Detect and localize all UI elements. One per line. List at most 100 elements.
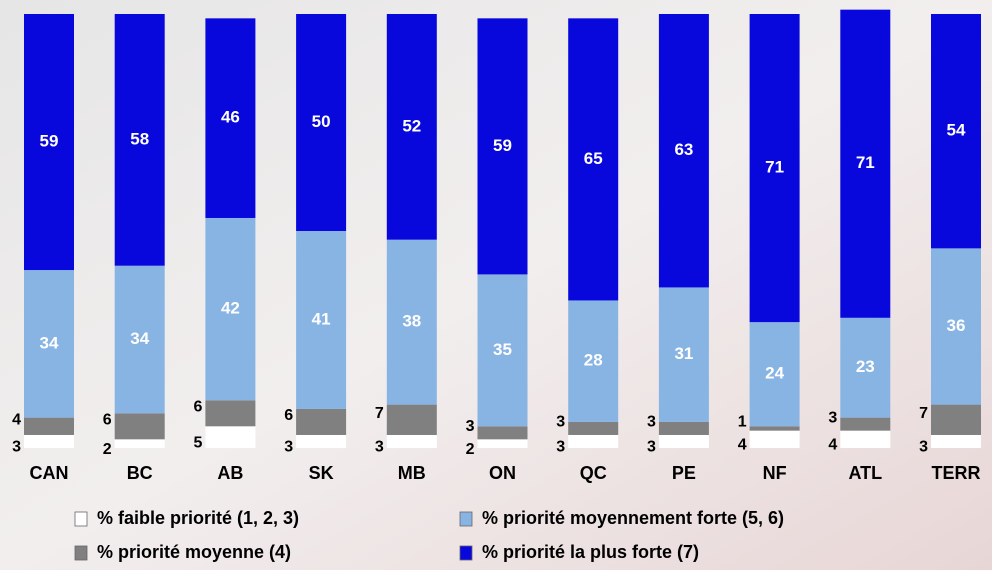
bar-segment	[386, 434, 437, 448]
bar-segment	[658, 287, 709, 422]
data-label: 38	[402, 312, 421, 331]
data-label: 3	[828, 409, 837, 426]
legend-marker	[459, 511, 473, 527]
bar-segment	[24, 434, 74, 448]
bar-segment	[931, 404, 981, 435]
bar-segment	[205, 426, 256, 448]
data-label: 41	[312, 309, 331, 328]
data-label: 3	[284, 439, 293, 456]
legend: % faible priorité (1, 2, 3) % priorité mo…	[74, 508, 784, 562]
bar-segment	[477, 426, 528, 440]
data-label: 5	[193, 434, 202, 451]
bar-segment	[749, 14, 800, 323]
data-label: 24	[765, 364, 784, 383]
x-tick-label: BC	[127, 463, 153, 483]
bar-segment	[114, 439, 165, 448]
bar-segment	[568, 18, 619, 301]
bar-segment	[568, 300, 619, 422]
data-label: 28	[584, 351, 603, 370]
data-label: 4	[12, 412, 21, 429]
bar-segment	[658, 421, 709, 435]
x-tick-label: ATL	[848, 463, 882, 483]
x-tick-label: QC	[580, 463, 607, 483]
data-label: 7	[919, 405, 928, 422]
legend-label: % priorité la plus forte (7)	[482, 542, 699, 562]
data-label: 59	[40, 132, 59, 151]
data-label: 4	[738, 437, 747, 454]
data-label: 3	[12, 439, 21, 456]
data-label: 2	[466, 441, 475, 458]
bar-segment	[931, 14, 981, 249]
data-label: 71	[765, 158, 784, 177]
x-tick-label: ON	[489, 463, 516, 483]
legend-marker	[74, 545, 88, 561]
x-tick-label: MB	[398, 463, 426, 483]
data-label: 54	[947, 121, 966, 140]
x-tick-label: PE	[672, 463, 696, 483]
data-label: 46	[221, 108, 240, 127]
bar-segment	[24, 270, 74, 418]
data-label: 3	[556, 414, 565, 431]
data-label: 6	[284, 407, 293, 424]
data-label: 34	[40, 333, 59, 352]
data-label: 4	[828, 437, 837, 454]
bar-segment	[749, 322, 800, 427]
data-label: 2	[103, 441, 112, 458]
data-label: 3	[556, 439, 565, 456]
bar-segment	[24, 417, 74, 435]
legend-marker	[459, 545, 473, 561]
bar-segment	[114, 14, 165, 266]
bar-segment	[749, 430, 800, 448]
legend-label: % priorité moyenne (4)	[97, 542, 291, 562]
data-label: 58	[130, 129, 149, 148]
bar-segment	[568, 421, 619, 435]
data-label: 52	[402, 116, 421, 135]
bar-segment	[931, 248, 981, 405]
bar-segment	[114, 265, 165, 414]
bar-segment	[386, 404, 437, 435]
data-label: 3	[375, 439, 384, 456]
bar-segment	[296, 434, 347, 448]
x-tick-label: SK	[309, 463, 334, 483]
bar-segment	[477, 274, 528, 427]
data-label: 50	[312, 112, 331, 131]
bar-segment	[205, 400, 256, 427]
data-label: 3	[647, 439, 656, 456]
data-label: 3	[466, 418, 475, 435]
x-tick-label: NF	[763, 463, 787, 483]
bar-segment	[477, 18, 528, 275]
x-tick-label: CAN	[30, 463, 69, 483]
bar-segment	[840, 9, 891, 318]
x-tick-label: TERR	[932, 463, 981, 483]
data-label: 42	[221, 299, 240, 318]
bar-segment	[477, 439, 528, 448]
bar-segment	[114, 413, 165, 440]
bar-segment	[568, 434, 619, 448]
bar-segment	[749, 426, 800, 431]
data-label: 63	[674, 140, 693, 159]
bar-segment	[296, 408, 347, 435]
bar-segment	[931, 434, 981, 448]
bar-segment	[296, 231, 347, 409]
data-label: 23	[856, 357, 875, 376]
bar-segment	[386, 14, 437, 240]
data-label: 6	[193, 398, 202, 415]
data-label: 36	[947, 316, 966, 335]
legend-label: % faible priorité (1, 2, 3)	[97, 508, 299, 528]
data-label: 7	[375, 405, 384, 422]
legend-marker	[74, 511, 88, 527]
data-label: 6	[103, 412, 112, 429]
bar-segment	[205, 217, 256, 401]
bar-segment	[658, 434, 709, 448]
data-label: 65	[584, 149, 603, 168]
bar-segment	[840, 430, 891, 448]
data-label: 71	[856, 153, 875, 172]
plot: 343459CAN263458BC564246AB364150SK373852M…	[12, 9, 981, 483]
bar-segment	[296, 14, 347, 231]
bar-segment	[840, 317, 891, 418]
bar-segment	[386, 239, 437, 405]
data-label: 3	[919, 439, 928, 456]
bar-segment	[24, 14, 74, 271]
bar-segment	[205, 18, 256, 218]
